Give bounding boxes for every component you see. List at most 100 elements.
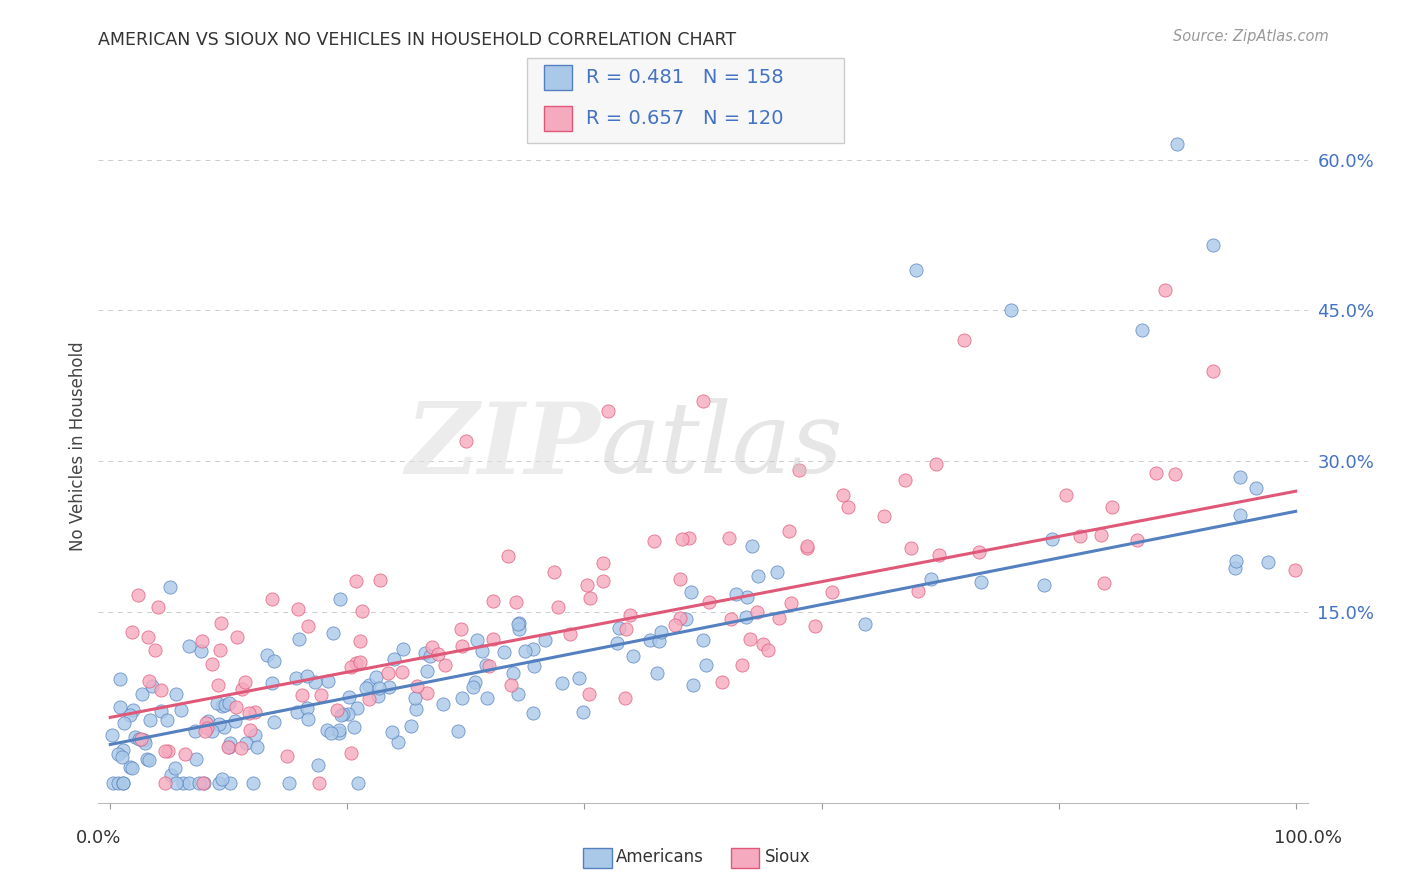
Point	[111, 775, 134, 789]
Point	[1164, 467, 1187, 481]
Point	[177, 775, 200, 789]
Point	[287, 601, 309, 615]
Point	[710, 675, 733, 690]
Point	[304, 675, 326, 690]
Point	[391, 665, 413, 679]
Point	[692, 632, 714, 647]
Point	[111, 742, 134, 756]
Point	[664, 618, 686, 632]
Point	[246, 740, 269, 755]
Point	[139, 713, 162, 727]
Point	[201, 724, 224, 739]
Point	[328, 726, 350, 740]
Point	[231, 681, 253, 696]
Point	[143, 642, 166, 657]
Point	[508, 615, 530, 630]
Point	[194, 723, 217, 738]
Point	[160, 768, 183, 782]
Point	[186, 752, 208, 766]
Point	[288, 632, 311, 647]
Point	[179, 639, 201, 653]
Point	[263, 715, 285, 730]
Point	[165, 775, 187, 789]
Point	[212, 720, 235, 734]
Point	[107, 775, 129, 789]
Point	[598, 404, 620, 418]
Point	[621, 648, 644, 663]
Point	[572, 706, 595, 720]
Point	[339, 660, 361, 674]
Point	[124, 730, 146, 744]
Point	[219, 736, 242, 750]
Point	[416, 664, 439, 678]
Point	[405, 702, 427, 716]
Point	[367, 681, 389, 695]
Point	[1225, 554, 1247, 568]
Point	[208, 643, 231, 657]
Point	[451, 640, 474, 654]
Point	[741, 539, 763, 553]
Point	[399, 719, 422, 733]
Point	[1090, 528, 1112, 542]
Point	[592, 556, 614, 570]
Point	[101, 775, 124, 789]
Point	[127, 588, 149, 602]
Point	[235, 736, 257, 750]
Point	[346, 700, 368, 714]
Point	[165, 688, 187, 702]
Point	[218, 740, 240, 755]
Point	[156, 713, 179, 727]
Point	[413, 646, 436, 660]
Point	[191, 634, 214, 648]
Point	[191, 775, 214, 789]
Point	[970, 575, 993, 590]
Point	[354, 681, 377, 695]
Point	[195, 721, 218, 735]
Point	[853, 617, 876, 632]
Point	[378, 680, 401, 694]
Point	[1225, 561, 1247, 575]
Point	[821, 585, 844, 599]
Point	[136, 752, 159, 766]
Point	[322, 625, 344, 640]
Point	[745, 606, 768, 620]
Point	[243, 705, 266, 719]
Text: Sioux: Sioux	[765, 848, 810, 866]
Point	[894, 474, 917, 488]
Point	[149, 704, 172, 718]
Point	[558, 627, 581, 641]
Point	[675, 612, 697, 626]
Point	[121, 761, 143, 775]
Point	[692, 393, 714, 408]
Point	[211, 699, 233, 714]
Point	[129, 731, 152, 746]
Point	[1202, 363, 1225, 377]
Point	[482, 632, 505, 646]
Point	[465, 633, 488, 648]
Point	[352, 604, 374, 618]
Point	[543, 565, 565, 579]
Point	[780, 596, 803, 610]
Point	[873, 509, 896, 524]
Point	[648, 633, 671, 648]
Text: Source: ZipAtlas.com: Source: ZipAtlas.com	[1173, 29, 1329, 44]
Point	[108, 672, 131, 686]
Point	[276, 748, 298, 763]
Point	[768, 610, 790, 624]
Point	[1101, 500, 1123, 514]
Point	[925, 457, 948, 471]
Point	[367, 689, 389, 703]
Point	[1257, 555, 1279, 569]
Point	[159, 580, 181, 594]
Point	[100, 729, 122, 743]
Point	[344, 656, 367, 670]
Point	[387, 735, 409, 749]
Point	[668, 572, 690, 586]
Point	[613, 691, 636, 706]
Point	[422, 640, 444, 655]
Point	[671, 532, 693, 546]
Point	[1229, 470, 1251, 484]
Point	[208, 716, 231, 731]
Point	[226, 631, 249, 645]
Point	[262, 675, 284, 690]
